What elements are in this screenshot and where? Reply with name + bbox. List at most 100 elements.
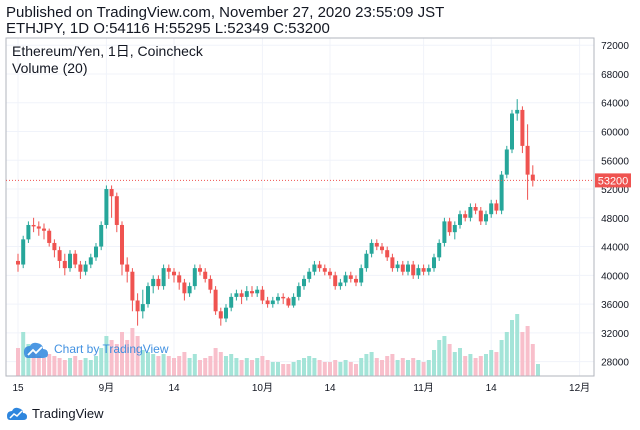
volume-bar — [317, 360, 322, 376]
candle — [395, 260, 400, 272]
volume-bar — [140, 350, 145, 376]
candle-body — [296, 286, 301, 297]
candle-body — [250, 291, 254, 294]
last-price-badge: 53200 — [595, 173, 631, 188]
candle — [192, 264, 197, 290]
volume-bar — [156, 356, 161, 376]
candle-body — [140, 304, 145, 312]
candle-body — [385, 250, 390, 258]
volume-bar — [224, 356, 228, 376]
candle — [83, 260, 88, 276]
candle-body — [478, 210, 483, 222]
candle-body — [291, 296, 296, 306]
candle — [146, 282, 150, 308]
candle-body — [484, 214, 488, 222]
x-tick-label: 15 — [12, 383, 24, 394]
candle — [125, 257, 130, 283]
candle — [530, 165, 535, 187]
volume-bar — [338, 362, 343, 376]
candle-body — [359, 268, 364, 283]
candle — [130, 268, 135, 312]
candle — [478, 207, 483, 225]
candle — [78, 260, 83, 279]
volume-bar — [208, 356, 213, 376]
candle-body — [520, 109, 525, 146]
candle — [161, 264, 166, 290]
volume-bar — [426, 360, 431, 376]
volume-bar — [312, 358, 317, 376]
candle-body — [78, 264, 83, 272]
volume-bar — [499, 340, 504, 376]
candle — [411, 260, 416, 279]
volume-bar — [135, 336, 140, 376]
candle-body — [499, 174, 504, 211]
volume-bar — [218, 352, 223, 376]
candle-body — [400, 264, 405, 272]
volume-bar — [385, 356, 390, 376]
volume-bar — [504, 332, 509, 376]
candle — [255, 286, 260, 297]
candle — [484, 210, 488, 225]
volume-bar — [114, 344, 119, 376]
candle-body — [307, 271, 312, 279]
watermark: Chart by TradingView — [24, 342, 169, 358]
volume-bar — [463, 356, 468, 376]
volume-bar — [489, 350, 494, 376]
candle — [494, 199, 499, 215]
candle — [224, 304, 228, 323]
candle-body — [130, 271, 135, 301]
volume-bar — [31, 352, 36, 376]
candle-body — [463, 214, 468, 218]
candle — [343, 271, 348, 287]
symbol-ohlc-line: ETHJPY, 1D O:54116 H:55295 L:52349 C:532… — [6, 20, 330, 37]
candle — [21, 235, 26, 269]
candle — [229, 293, 234, 312]
candle-body — [515, 109, 520, 114]
x-tick-label: 10月 — [252, 382, 273, 394]
candle-body — [421, 268, 426, 272]
volume-bar — [26, 344, 31, 376]
volume-bar — [380, 360, 384, 376]
volume-bar — [437, 340, 442, 376]
candle — [172, 268, 176, 283]
x-tick-label: 11月 — [413, 382, 433, 394]
volume-bar — [229, 354, 234, 376]
candle — [452, 221, 457, 240]
candle-body — [239, 293, 244, 297]
candle-body — [364, 253, 369, 269]
volume-bar — [348, 362, 353, 376]
candle-body — [208, 278, 213, 290]
y-tick-label: 52000 — [601, 185, 629, 196]
volume-bar — [494, 352, 499, 376]
candle — [239, 289, 244, 305]
candle — [276, 293, 280, 305]
volume-bar — [166, 356, 171, 376]
volume-bar — [369, 352, 374, 376]
candle-body — [244, 291, 249, 297]
volume-bar — [468, 354, 473, 376]
volume-bar — [515, 314, 520, 376]
volume-bar — [182, 352, 187, 376]
candle-body — [156, 278, 161, 287]
candle-body — [203, 271, 208, 279]
candle-body — [286, 298, 291, 306]
candle — [489, 199, 494, 218]
volume-bar — [203, 358, 208, 376]
volume-bar — [286, 364, 291, 376]
candle-body — [374, 242, 379, 247]
footer-logo[interactable]: TradingView — [6, 406, 104, 421]
candle-body — [312, 264, 317, 272]
candle — [291, 293, 296, 308]
candle-body — [68, 253, 72, 269]
time-axis: 15 9月 14 10月 14 11月 14 12月 — [12, 382, 590, 394]
candle — [135, 293, 140, 326]
volume-bar — [62, 360, 67, 376]
candle — [385, 246, 390, 261]
candle — [281, 293, 286, 305]
candle — [42, 223, 46, 240]
volume-bar — [359, 358, 364, 376]
volume-bar — [68, 358, 72, 376]
volume-bar — [88, 360, 93, 376]
candle-body — [452, 224, 457, 233]
